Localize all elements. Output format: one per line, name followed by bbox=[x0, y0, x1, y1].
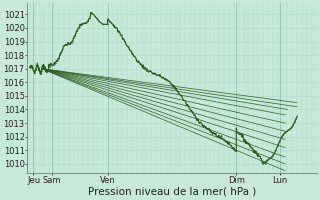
X-axis label: Pression niveau de la mer( hPa ): Pression niveau de la mer( hPa ) bbox=[88, 187, 256, 197]
